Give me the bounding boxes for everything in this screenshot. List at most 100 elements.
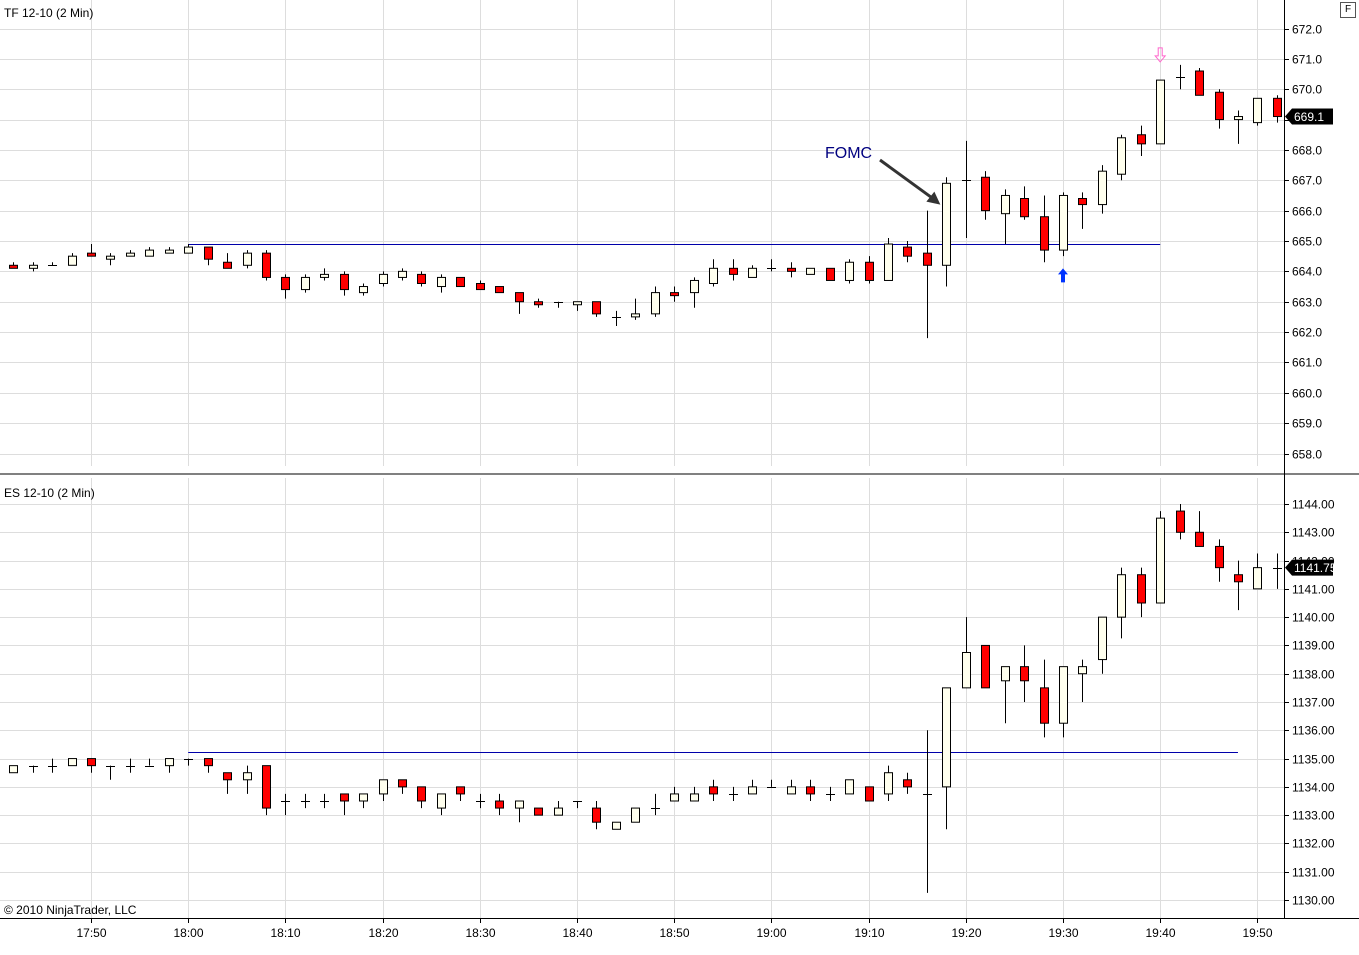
es-candle-body: [495, 800, 504, 809]
tf-y-tick-label: 661.0: [1292, 356, 1322, 370]
tf-candle-body: [1117, 137, 1126, 175]
tf-last-price-marker: [1285, 108, 1333, 125]
es-candle-body: [787, 786, 796, 795]
x-tick-label: 19:00: [756, 926, 786, 940]
es-last-price-label: 1141.75: [1294, 561, 1337, 575]
tf-candle-body: [379, 273, 388, 284]
tf-candle-body: [456, 276, 465, 288]
tf-candle-body: [398, 270, 407, 278]
es-candle-body: [903, 779, 912, 788]
es-y-tick-label: 1130.00: [1292, 894, 1335, 908]
es-candle-body: [204, 758, 213, 767]
es-y-tick-label: 1133.00: [1292, 809, 1335, 823]
tf-candle-body: [223, 261, 232, 269]
tf-y-tick-label: 665.0: [1292, 235, 1322, 249]
tf-y-tick-label: 664.0: [1292, 265, 1322, 279]
tf-y-tick-label: 671.0: [1292, 53, 1322, 67]
tf-candle-body: [68, 255, 77, 266]
es-candle-body: [9, 765, 18, 774]
tf-candle-body: [204, 246, 213, 260]
tf-last-price-label: 669.1: [1294, 110, 1324, 124]
tf-y-tick-label: 668.0: [1292, 144, 1322, 158]
es-y-tick-label: 1140.00: [1292, 611, 1335, 625]
es-y-tick-label: 1132.00: [1292, 837, 1335, 851]
tf-candle-body: [1253, 97, 1262, 124]
es-candle-body: [68, 758, 77, 767]
es-y-tick-label: 1137.00: [1292, 696, 1335, 710]
fomc-arrow-line: [879, 158, 936, 201]
tf-candle-body: [243, 252, 252, 266]
x-tick-label: 18:10: [270, 926, 300, 940]
es-y-tick-label: 1135.00: [1292, 753, 1335, 767]
tf-candle-body: [651, 292, 660, 315]
tf-candle-body: [845, 261, 854, 281]
tf-candle-body: [495, 286, 504, 294]
es-candle-body: [962, 652, 971, 689]
x-tick-label: 19:50: [1242, 926, 1272, 940]
tf-y-tick-label: 667.0: [1292, 174, 1322, 188]
tf-candle-body: [1137, 134, 1146, 145]
tf-candle-body: [1215, 91, 1224, 121]
es-candle-body: [379, 779, 388, 795]
tf-candle-body: [942, 182, 951, 266]
es-candle-body: [592, 807, 601, 823]
es-y-tick-label: 1144.00: [1292, 498, 1335, 512]
es-candle-body: [748, 786, 757, 795]
es-candle-body: [709, 786, 718, 795]
es-candle-body: [554, 807, 563, 816]
tf-candle-body: [690, 279, 699, 294]
x-tick-label: 19:40: [1145, 926, 1175, 940]
tf-y-tick-label: 662.0: [1292, 326, 1322, 340]
es-candle-body: [1001, 666, 1010, 682]
tf-candle-body: [1059, 194, 1068, 251]
tf-candle-body: [437, 276, 446, 288]
tf-y-tick-label: 672.0: [1292, 23, 1322, 37]
tf-candle-body: [1001, 194, 1010, 215]
tf-candle-body: [1098, 170, 1107, 206]
es-pane-title: ES 12-10 (2 Min): [4, 486, 95, 500]
tf-candle-body: [145, 249, 154, 257]
tf-candle-body: [592, 301, 601, 315]
tf-candle-body: [106, 255, 115, 260]
tf-candle-body: [165, 249, 174, 254]
tf-candle-body: [417, 273, 426, 284]
tf-y-tick-label: 670.0: [1292, 83, 1322, 97]
tf-candle-body: [1020, 198, 1029, 218]
es-candle-body: [359, 793, 368, 802]
es-candle-body: [534, 807, 543, 816]
es-candle-body: [243, 772, 252, 781]
tf-y-tick-label: 663.0: [1292, 296, 1322, 310]
tf-pane-title: TF 12-10 (2 Min): [4, 6, 94, 20]
tf-candle-body: [903, 246, 912, 257]
tf-candle-body: [340, 273, 349, 291]
tf-candle-body: [9, 264, 18, 269]
es-candle-body: [845, 779, 854, 795]
es-candle-body: [1040, 687, 1049, 724]
tf-candle-body: [806, 267, 815, 275]
fomc-arrow-head: [926, 191, 941, 205]
x-tick-label: 19:30: [1048, 926, 1078, 940]
es-candle-body: [165, 758, 174, 767]
x-tick-label: 18:50: [659, 926, 689, 940]
es-candle-body: [1156, 517, 1165, 604]
copyright-label: © 2010 NinjaTrader, LLC: [4, 903, 137, 917]
tf-candle-body: [281, 276, 290, 291]
tf-candle-body: [301, 276, 310, 291]
es-candle-body: [1137, 574, 1146, 604]
f-button[interactable]: F: [1340, 2, 1356, 18]
es-candle-body: [670, 793, 679, 802]
es-candle-body: [1176, 510, 1185, 533]
es-y-tick-label: 1138.00: [1292, 668, 1335, 682]
tf-candle-body: [981, 176, 990, 212]
es-last-price-marker: [1285, 559, 1333, 576]
x-tick-label: 18:30: [465, 926, 495, 940]
es-candle-body: [1020, 666, 1029, 682]
es-candle-body: [417, 786, 426, 802]
es-candle-body: [942, 687, 951, 788]
x-tick-label: 18:00: [173, 926, 203, 940]
x-tick-label: 18:20: [368, 926, 398, 940]
es-candle-body: [884, 772, 893, 795]
es-candle-body: [223, 772, 232, 781]
tf-candle-body: [709, 267, 718, 285]
